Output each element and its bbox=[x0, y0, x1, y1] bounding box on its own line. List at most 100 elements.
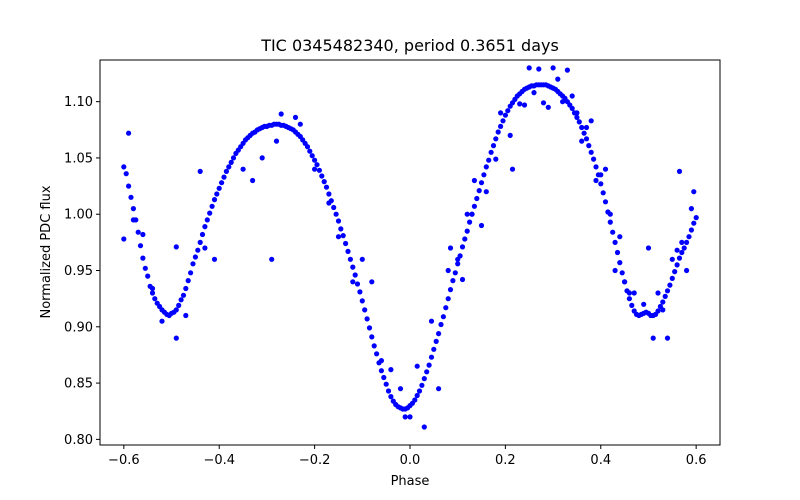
x-tick-label: 0.6 bbox=[686, 453, 707, 468]
data-point bbox=[214, 191, 220, 197]
data-point bbox=[440, 314, 446, 320]
data-point bbox=[536, 66, 542, 72]
data-point bbox=[250, 177, 256, 184]
data-point bbox=[192, 254, 198, 260]
data-point bbox=[340, 233, 346, 239]
x-axis: −0.6 −0.4 −0.2 0.0 0.2 0.4 0.6 bbox=[108, 445, 706, 468]
data-point bbox=[278, 111, 284, 117]
data-point bbox=[617, 234, 623, 240]
data-point bbox=[569, 105, 575, 111]
data-point bbox=[304, 144, 311, 150]
data-point bbox=[645, 245, 652, 251]
data-point bbox=[190, 261, 196, 267]
data-point bbox=[436, 331, 442, 337]
data-point bbox=[421, 376, 427, 382]
data-point bbox=[397, 386, 404, 392]
data-point bbox=[691, 189, 697, 195]
data-point bbox=[614, 249, 621, 256]
data-point bbox=[199, 231, 206, 238]
data-point bbox=[476, 188, 482, 194]
data-point bbox=[464, 228, 470, 234]
data-point bbox=[137, 243, 144, 249]
y-tick-label: 0.85 bbox=[64, 377, 93, 392]
data-point bbox=[195, 247, 201, 253]
data-point bbox=[586, 143, 592, 149]
data-point bbox=[209, 203, 215, 209]
data-point bbox=[152, 296, 158, 302]
data-point bbox=[126, 183, 132, 189]
data-point bbox=[576, 119, 582, 125]
x-axis-label: Phase bbox=[391, 474, 430, 489]
data-point bbox=[428, 318, 435, 324]
data-point bbox=[583, 136, 590, 142]
data-point bbox=[307, 148, 313, 154]
data-point bbox=[359, 256, 365, 262]
data-point bbox=[159, 318, 165, 324]
y-tick-label: 0.95 bbox=[64, 264, 93, 279]
data-point bbox=[385, 388, 392, 394]
data-point bbox=[676, 255, 683, 261]
data-point bbox=[374, 351, 380, 357]
data-point bbox=[219, 180, 225, 186]
data-point bbox=[173, 244, 179, 250]
data-point bbox=[660, 307, 666, 313]
data-point bbox=[679, 239, 685, 245]
data-point bbox=[619, 270, 625, 276]
data-point bbox=[369, 279, 375, 285]
data-point bbox=[438, 321, 444, 328]
data-point bbox=[359, 298, 365, 304]
data-point bbox=[419, 382, 425, 388]
data-point bbox=[664, 335, 671, 341]
data-point bbox=[309, 153, 315, 159]
data-point bbox=[426, 362, 432, 368]
data-point bbox=[130, 217, 136, 223]
data-point bbox=[352, 272, 358, 278]
data-point bbox=[545, 104, 551, 110]
x-tick-label: −0.4 bbox=[203, 453, 235, 468]
data-point bbox=[622, 279, 628, 285]
chart-title: TIC 0345482340, period 0.3651 days bbox=[260, 36, 559, 55]
data-point bbox=[626, 290, 633, 296]
data-point bbox=[135, 229, 141, 235]
data-point bbox=[412, 397, 418, 403]
data-point bbox=[579, 138, 585, 144]
data-point bbox=[312, 166, 318, 172]
plot-frame bbox=[99, 59, 721, 446]
y-axis: 0.80 0.85 0.90 0.95 1.00 1.05 1.10 bbox=[64, 95, 100, 448]
data-point bbox=[128, 194, 134, 200]
data-point bbox=[502, 112, 508, 118]
data-point bbox=[686, 234, 692, 240]
data-point bbox=[414, 392, 420, 399]
data-point bbox=[447, 245, 454, 251]
data-point bbox=[612, 239, 618, 245]
data-point bbox=[462, 236, 468, 242]
data-point bbox=[588, 149, 594, 155]
data-point bbox=[676, 168, 683, 174]
data-point bbox=[455, 256, 461, 262]
data-point bbox=[173, 335, 179, 341]
data-point bbox=[228, 159, 234, 165]
data-point bbox=[149, 290, 156, 296]
data-point bbox=[180, 292, 187, 298]
data-point bbox=[478, 222, 485, 229]
x-tick-label: −0.2 bbox=[299, 453, 331, 468]
data-point bbox=[314, 162, 320, 168]
data-point bbox=[173, 307, 179, 313]
data-point bbox=[273, 138, 280, 144]
data-point bbox=[660, 299, 666, 305]
data-point bbox=[471, 177, 477, 184]
data-point bbox=[204, 217, 210, 223]
data-point bbox=[509, 166, 516, 172]
data-point bbox=[354, 281, 361, 287]
data-point bbox=[564, 67, 571, 73]
data-point bbox=[347, 256, 353, 262]
data-point bbox=[202, 245, 208, 251]
data-point bbox=[142, 265, 148, 271]
data-point bbox=[240, 166, 246, 172]
data-point bbox=[550, 65, 556, 71]
data-point bbox=[371, 343, 377, 349]
x-tick-label: 0.2 bbox=[495, 453, 516, 468]
data-point bbox=[574, 110, 580, 116]
data-point bbox=[185, 278, 191, 284]
data-point bbox=[662, 293, 668, 299]
